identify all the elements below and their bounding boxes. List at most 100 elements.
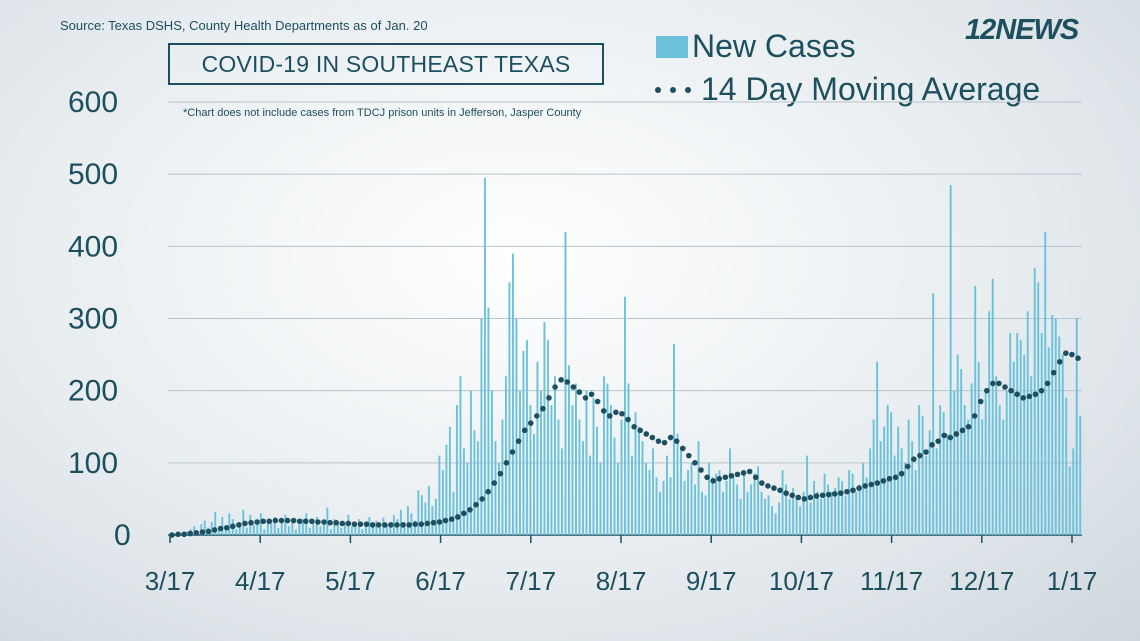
bar	[977, 361, 980, 535]
moving-average-dot	[698, 467, 704, 473]
bar	[1019, 340, 1022, 535]
moving-average-dot	[254, 519, 260, 525]
moving-average-dot	[503, 460, 510, 466]
bar	[638, 426, 640, 535]
bar	[967, 419, 970, 535]
bar	[890, 412, 893, 535]
bar	[718, 470, 721, 535]
bar	[1058, 336, 1061, 535]
bar	[315, 516, 318, 535]
bar	[568, 365, 570, 535]
moving-average-dot	[923, 449, 929, 455]
bar	[350, 526, 353, 535]
bar	[287, 526, 290, 535]
moving-average-dot	[795, 494, 802, 501]
bar	[368, 516, 371, 535]
y-tick-label: 600	[68, 86, 118, 119]
bar	[427, 485, 430, 535]
bar	[322, 520, 325, 535]
bar	[452, 491, 455, 535]
moving-average-dot	[369, 522, 376, 528]
moving-average-dot	[838, 490, 844, 496]
moving-average-dot	[777, 487, 783, 494]
bar	[816, 491, 819, 535]
bar	[914, 470, 917, 535]
y-tick-label: 200	[68, 375, 118, 408]
bar	[694, 484, 697, 535]
bar	[732, 477, 735, 535]
moving-average-dot	[1056, 359, 1063, 365]
bar	[291, 520, 294, 535]
bar	[238, 522, 241, 535]
moving-average-dot	[242, 520, 248, 527]
moving-average-dot	[740, 470, 747, 476]
bar	[886, 405, 889, 535]
moving-average-dot	[479, 496, 485, 502]
bar	[634, 412, 637, 535]
bar	[473, 430, 476, 535]
moving-average-dot	[1014, 391, 1020, 398]
moving-average-dot	[1008, 387, 1014, 394]
bar	[715, 473, 718, 535]
bar	[203, 520, 206, 535]
moving-average-dot	[485, 488, 491, 495]
moving-average-dot	[686, 452, 692, 459]
moving-average-dot	[223, 524, 230, 531]
bar	[343, 522, 346, 535]
bar	[1061, 354, 1064, 535]
bar	[900, 448, 903, 535]
bar	[522, 350, 525, 535]
bar	[511, 253, 514, 536]
bar	[284, 514, 287, 535]
moving-average-dot	[394, 522, 400, 528]
moving-average-dot	[576, 389, 583, 395]
bar	[561, 448, 563, 535]
moving-average-dot	[935, 438, 941, 444]
bar	[539, 390, 542, 535]
bar	[501, 419, 504, 535]
bar	[364, 522, 367, 535]
bar	[518, 390, 521, 535]
moving-average-dot	[272, 517, 279, 524]
bar	[879, 441, 882, 535]
x-tick-label: 6/17	[415, 566, 466, 596]
bar	[298, 524, 301, 535]
moving-average-dot	[661, 439, 668, 446]
moving-average-dot	[594, 398, 601, 405]
bar	[963, 405, 966, 535]
x-tick-label: 8/17	[596, 566, 647, 596]
moving-average-dot	[534, 413, 540, 419]
moving-average-dot	[588, 391, 595, 398]
moving-average-dot	[856, 485, 862, 491]
bar	[256, 520, 259, 535]
moving-average-dot	[746, 468, 753, 475]
bar	[448, 426, 451, 535]
moving-average-dot	[600, 408, 607, 414]
bar	[476, 441, 479, 535]
bar	[680, 448, 682, 535]
bar	[662, 480, 665, 536]
bar	[704, 495, 707, 535]
bar	[259, 513, 262, 535]
moving-average-dot	[977, 398, 984, 405]
bar	[760, 491, 763, 535]
bar	[1037, 282, 1040, 535]
bar	[592, 397, 595, 535]
bar	[214, 511, 217, 535]
moving-average-dot	[673, 438, 680, 444]
bar	[1023, 354, 1026, 535]
bar	[645, 462, 647, 535]
moving-average-dot	[947, 434, 954, 441]
moving-average-dot	[771, 485, 777, 491]
bar	[935, 448, 938, 535]
bar	[669, 477, 672, 535]
moving-average-dot	[752, 474, 759, 481]
moving-average-dot	[278, 517, 285, 524]
moving-average-dot	[716, 475, 723, 482]
moving-average-dot	[321, 519, 327, 525]
moving-average-dot	[1050, 369, 1057, 376]
bar	[687, 470, 689, 535]
bar	[543, 322, 546, 535]
moving-average-dot	[363, 521, 370, 527]
